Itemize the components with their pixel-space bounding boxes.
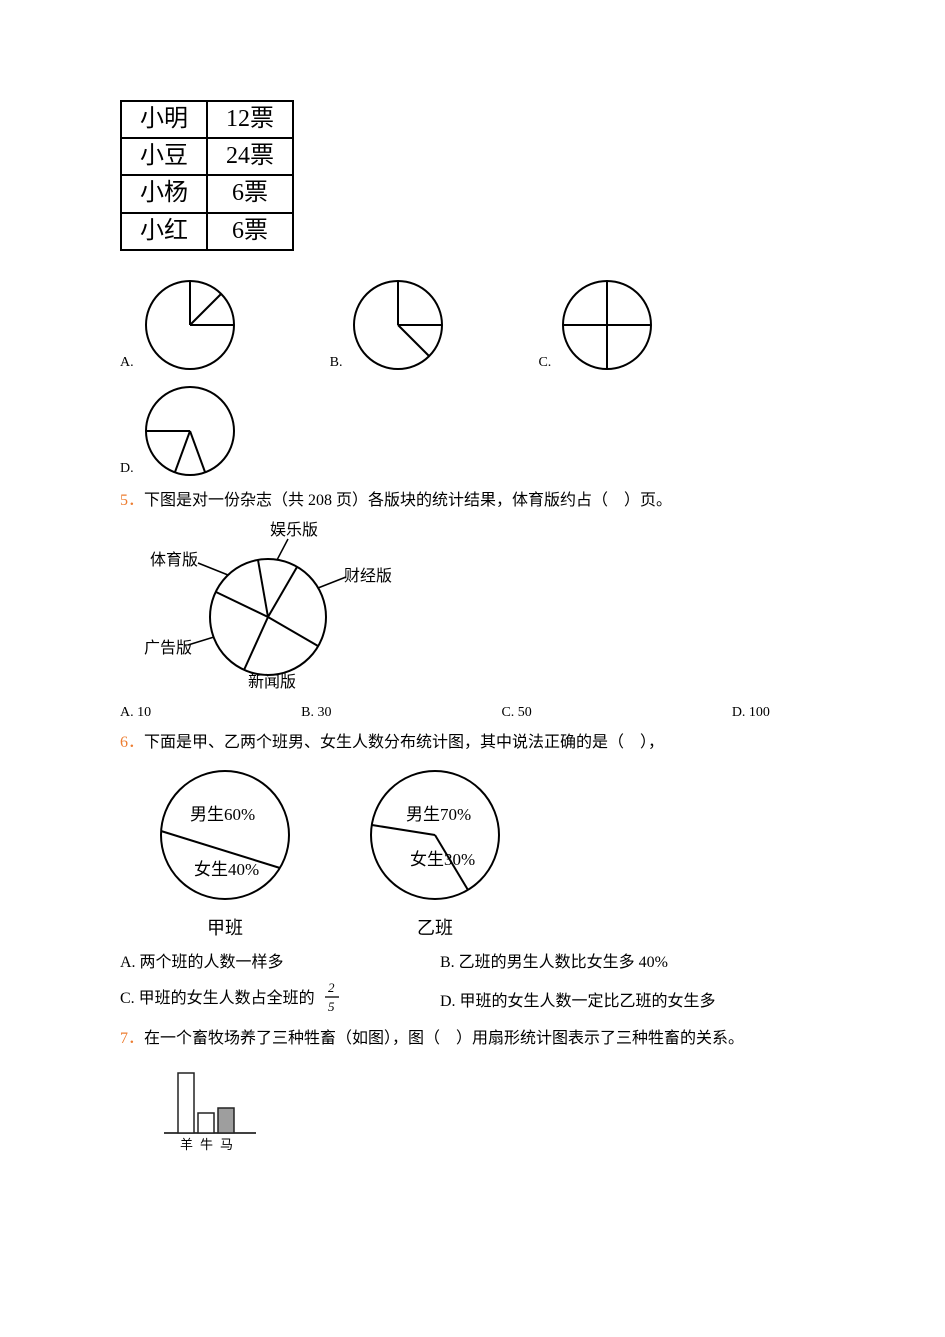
q4-options-row2: D. [120,381,835,481]
livestock-bar-icon: 羊 牛 马 [160,1061,270,1156]
class-b-caption: 乙班 [360,914,510,940]
pie-option-b-icon [348,275,448,375]
svg-text:5: 5 [328,999,335,1014]
table-row: 小杨 6票 [121,175,293,212]
class-a-chart: 男生60% 女生40% 甲班 [150,765,300,940]
q5-answers: A. 10 B. 30 C. 50 D. 100 [120,705,835,721]
label-news: 新闻版 [248,673,296,691]
table-row: 小红 6票 [121,213,293,250]
option-c: C. 甲班的女生人数占全班的 2 5 [120,980,440,1019]
question-number: 5． [120,492,144,509]
magazine-pie-icon: 娱乐版 财经版 体育版 广告版 新闻版 [138,519,398,699]
q7-bar-chart: 羊 牛 马 [160,1061,835,1161]
answer-b: B. 30 [301,705,331,721]
girls-label: 女生40% [194,860,259,879]
label-finance: 财经版 [344,567,392,585]
vote-count: 6票 [207,213,293,250]
question-number: 7． [120,1030,144,1047]
girls-label: 女生30% [410,850,475,869]
option-b: B. [330,275,449,375]
option-label: A. [120,355,134,371]
table-row: 小豆 24票 [121,138,293,175]
vote-count: 24票 [207,138,293,175]
bar-label-horse: 马 [220,1137,233,1152]
pie-option-a-icon [140,275,240,375]
class-b-pie-icon: 男生70% 女生30% [360,765,510,905]
label-ads: 广告版 [144,639,192,657]
boys-label: 男生70% [406,805,471,824]
option-c-pre: C. 甲班的女生人数占全班的 [120,990,315,1007]
option-d-text: D. 甲班的女生人数一定比乙班的女生多 [440,987,716,1011]
q6-charts: 男生60% 女生40% 甲班 男生70% 女生30% 乙班 [150,765,835,940]
option-label: B. [330,355,343,371]
bar-label-cow: 牛 [200,1137,213,1152]
q5-line: 5．下图是对一份杂志（共 208 页）各版块的统计结果，体育版约占（ ）页。 [120,489,835,513]
vote-name: 小豆 [121,138,207,175]
answer-c: C. 50 [501,705,531,721]
answer-d: D. 100 [732,705,770,721]
question-text: 下面是甲、乙两个班男、女生人数分布统计图，其中说法正确的是（ ）， [144,734,664,751]
q4-options-row1: A. B. C. [120,275,835,375]
option-label: D. [120,461,134,477]
class-b-chart: 男生70% 女生30% 乙班 [360,765,510,940]
vote-count: 12票 [207,101,293,138]
question-number: 6． [120,734,144,751]
q7-line: 7．在一个畜牧场养了三种牲畜（如图），图（ ）用扇形统计图表示了三种牲畜的关系。 [120,1027,835,1051]
label-sports: 体育版 [150,551,198,569]
q6-line: 6．下面是甲、乙两个班男、女生人数分布统计图，其中说法正确的是（ ）， [120,731,835,755]
vote-name: 小红 [121,213,207,250]
q6-options-row1: A. 两个班的人数一样多 B. 乙班的男生人数比女生多 40% [120,948,835,972]
option-a: A. [120,275,240,375]
option-c: C. [538,275,657,375]
option-a-text: A. 两个班的人数一样多 [120,948,440,972]
table-row: 小明 12票 [121,101,293,138]
pie-option-c-icon [557,275,657,375]
bar-label-sheep: 羊 [180,1137,193,1152]
question-text: 在一个畜牧场养了三种牲畜（如图），图（ ）用扇形统计图表示了三种牲畜的关系。 [144,1030,744,1047]
label-entertainment: 娱乐版 [270,521,318,539]
option-label: C. [538,355,551,371]
vote-name: 小杨 [121,175,207,212]
question-text: 下图是对一份杂志（共 208 页）各版块的统计结果，体育版约占（ ）页。 [144,492,672,509]
class-a-pie-icon: 男生60% 女生40% [150,765,300,905]
vote-count: 6票 [207,175,293,212]
vote-table: 小明 12票 小豆 24票 小杨 6票 小红 6票 [120,100,294,251]
q5-chart: 娱乐版 财经版 体育版 广告版 新闻版 [138,519,835,699]
q6-options-row2: C. 甲班的女生人数占全班的 2 5 D. 甲班的女生人数一定比乙班的女生多 [120,980,835,1019]
option-d: D. [120,381,240,481]
option-b-text: B. 乙班的男生人数比女生多 40% [440,948,668,972]
fraction-icon: 2 5 [323,980,341,1019]
vote-name: 小明 [121,101,207,138]
boys-label: 男生60% [190,805,255,824]
answer-a: A. 10 [120,705,151,721]
class-a-caption: 甲班 [150,914,300,940]
svg-text:2: 2 [328,980,335,995]
pie-option-d-icon [140,381,240,481]
